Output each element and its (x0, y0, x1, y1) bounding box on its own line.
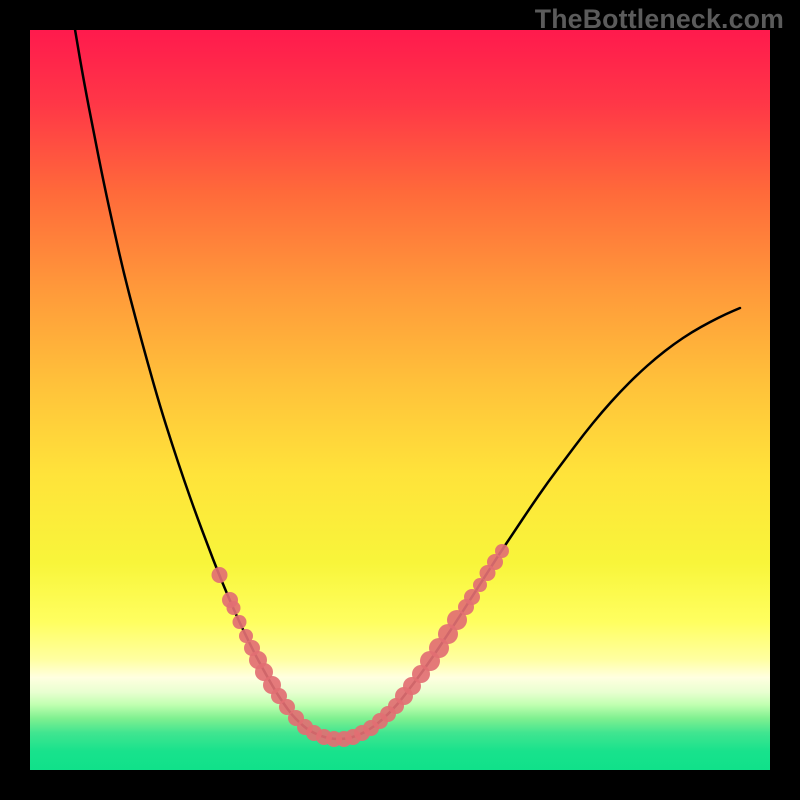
bottleneck-curve (70, 30, 740, 739)
data-marker (212, 567, 228, 583)
watermark-text: TheBottleneck.com (535, 4, 784, 35)
markers-right-branch (372, 544, 509, 729)
plot-area (30, 30, 770, 770)
markers-valley (297, 719, 379, 747)
data-marker (233, 615, 247, 629)
chart-frame: TheBottleneck.com (0, 0, 800, 800)
data-marker (495, 544, 509, 558)
data-marker (227, 601, 241, 615)
bottleneck-curve-layer (30, 30, 770, 770)
